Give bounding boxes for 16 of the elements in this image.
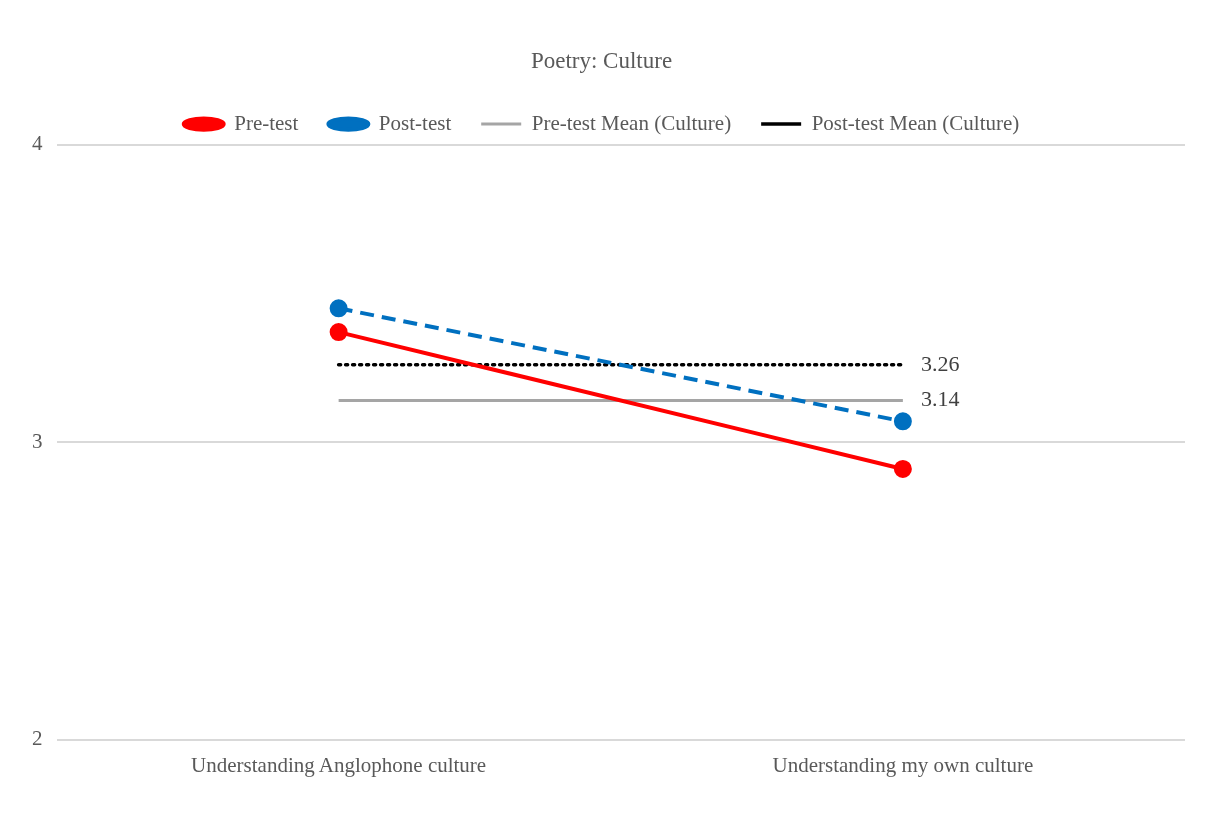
legend-label: Pre-test Mean (Culture) [531, 110, 732, 135]
y-tick-label: 2 [32, 726, 43, 751]
legend-label: Post-test [378, 110, 452, 135]
x-tick-label: Understanding my own culture [772, 752, 1034, 777]
point [893, 412, 912, 431]
point [329, 299, 348, 318]
legend-label: Pre-test [234, 110, 299, 135]
y-tick-label: 4 [32, 131, 43, 156]
data-label: 3.26 [920, 350, 960, 376]
point [329, 323, 348, 342]
legend-label: Post-test Mean (Culture) [811, 110, 1020, 135]
data-label: 3.14 [920, 386, 960, 412]
chart-title: Poetry: Culture [530, 47, 673, 73]
x-tick-label: Understanding Anglophone culture [191, 752, 487, 777]
point [893, 459, 912, 478]
y-tick-label: 3 [32, 428, 43, 453]
